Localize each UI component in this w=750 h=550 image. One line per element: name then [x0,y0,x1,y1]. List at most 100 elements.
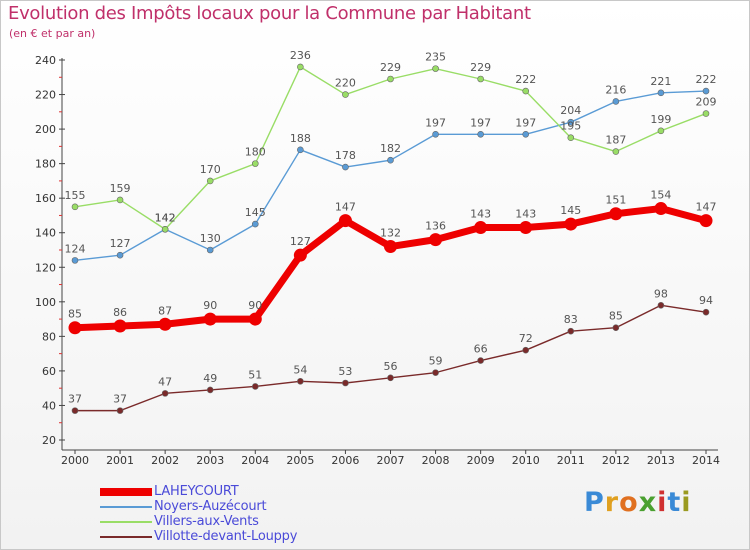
legend-label: Villers-aux-Vents [154,514,259,529]
x-tick-label: 2006 [331,454,359,467]
data-label-villotte-devant-louppy: 85 [609,310,623,323]
data-label-noyers-auz-court: 216 [605,83,626,96]
data-label-noyers-auz-court: 222 [696,73,717,86]
data-label-noyers-auz-court: 142 [155,211,176,224]
y-tick-label: 120 [35,261,56,274]
x-tick-label: 2010 [512,454,540,467]
data-point-laheycourt [68,321,82,335]
x-tick-label: 2007 [377,454,405,467]
y-tick-label: 80 [42,330,56,343]
logo-letter: r [604,487,620,518]
data-label-villotte-devant-louppy: 83 [564,313,578,326]
data-point-villers-aux-vents [387,75,394,83]
data-point-villotte-devant-louppy [612,324,620,332]
data-point-villotte-devant-louppy [116,407,124,414]
data-point-villers-aux-vents [567,134,575,142]
data-label-villotte-devant-louppy: 47 [158,375,172,388]
data-label-villers-aux-vents: 236 [290,49,311,62]
data-point-noyers-auz-court [71,257,79,264]
y-tick-label: 220 [35,89,56,102]
data-point-villotte-devant-louppy [432,369,439,376]
data-point-noyers-auz-court [702,87,710,95]
data-label-noyers-auz-court: 130 [200,232,221,245]
data-point-villers-aux-vents [477,75,484,83]
logo-letter: t [667,487,682,518]
data-point-laheycourt [203,312,217,326]
x-tick-label: 2008 [422,454,450,467]
data-point-villotte-devant-louppy [387,374,394,382]
data-point-laheycourt [113,319,127,333]
data-label-villotte-devant-louppy: 98 [654,287,668,300]
data-point-noyers-auz-court [522,130,530,138]
data-point-noyers-auz-court [206,246,214,254]
data-point-laheycourt [654,202,668,216]
x-tick-label: 2014 [692,454,720,467]
x-tick-label: 2004 [241,454,269,467]
data-point-laheycourt [293,248,307,262]
data-label-laheycourt: 145 [560,204,581,217]
data-label-laheycourt: 147 [335,201,356,214]
data-point-noyers-auz-court [342,163,349,171]
data-label-villotte-devant-louppy: 51 [248,368,262,381]
chart-legend: LAHEYCOURT Noyers-Auzécourt Villers-aux-Ve… [100,484,297,544]
legend-swatch [100,505,152,508]
data-label-villotte-devant-louppy: 49 [203,372,217,385]
data-point-laheycourt [699,214,713,228]
y-tick-label: 240 [35,54,56,67]
data-label-villers-aux-vents: 229 [380,61,401,74]
y-tick-label: 140 [35,227,56,240]
y-tick-label: 160 [35,192,56,205]
data-label-laheycourt: 151 [605,194,626,207]
data-label-laheycourt: 87 [158,304,172,317]
data-point-noyers-auz-court [297,146,304,154]
data-point-villers-aux-vents [206,177,214,185]
data-label-laheycourt: 147 [696,201,717,214]
legend-item-villotte-devant-louppy: Villotte-devant-Louppy [100,529,297,544]
data-label-villotte-devant-louppy: 53 [338,365,352,378]
data-label-villers-aux-vents: 222 [515,73,536,86]
legend-swatch [100,487,152,496]
data-label-noyers-auz-court: 197 [470,116,491,129]
legend-item-laheycourt: LAHEYCOURT [100,484,297,499]
data-label-villotte-devant-louppy: 56 [384,360,398,373]
data-label-villers-aux-vents: 235 [425,51,446,64]
data-point-villotte-devant-louppy [522,346,530,354]
data-label-villers-aux-vents: 229 [470,61,491,74]
data-label-noyers-auz-court: 182 [380,142,401,155]
logo-letter: i [657,487,668,518]
data-label-villers-aux-vents: 220 [335,77,356,90]
data-label-noyers-auz-court: 124 [65,242,86,255]
data-point-villers-aux-vents [702,110,710,117]
data-point-laheycourt [519,221,533,235]
legend-item-noyers-auz-court: Noyers-Auzécourt [100,499,297,514]
data-label-villers-aux-vents: 159 [110,182,131,195]
legend-label: LAHEYCOURT [154,484,239,499]
data-point-villotte-devant-louppy [161,390,169,397]
data-label-villotte-devant-louppy: 37 [68,393,82,406]
data-label-laheycourt: 132 [380,227,401,240]
data-label-noyers-auz-court: 188 [290,132,311,145]
data-point-laheycourt [429,233,443,247]
data-label-villers-aux-vents: 195 [560,120,581,133]
data-point-villotte-devant-louppy [206,386,214,394]
data-label-laheycourt: 86 [113,306,127,319]
data-point-noyers-auz-court [567,118,575,126]
data-label-noyers-auz-court: 197 [425,116,446,129]
data-label-laheycourt: 127 [290,235,311,248]
y-tick-label: 180 [35,158,56,171]
data-point-laheycourt [474,221,488,235]
data-point-laheycourt [564,217,578,231]
data-label-noyers-auz-court: 204 [560,104,581,117]
legend-item-villers-aux-vents: Villers-aux-Vents [100,514,297,529]
data-label-villers-aux-vents: 199 [650,113,671,126]
data-point-villotte-devant-louppy [702,308,710,316]
x-tick-label: 2012 [602,454,630,467]
data-point-laheycourt [158,317,172,331]
data-point-laheycourt [338,214,352,228]
logo-letter: o [619,487,639,518]
legend-swatch [100,535,152,538]
data-point-noyers-auz-court [612,98,620,105]
data-point-villers-aux-vents [612,148,620,155]
x-tick-label: 2011 [557,454,585,467]
